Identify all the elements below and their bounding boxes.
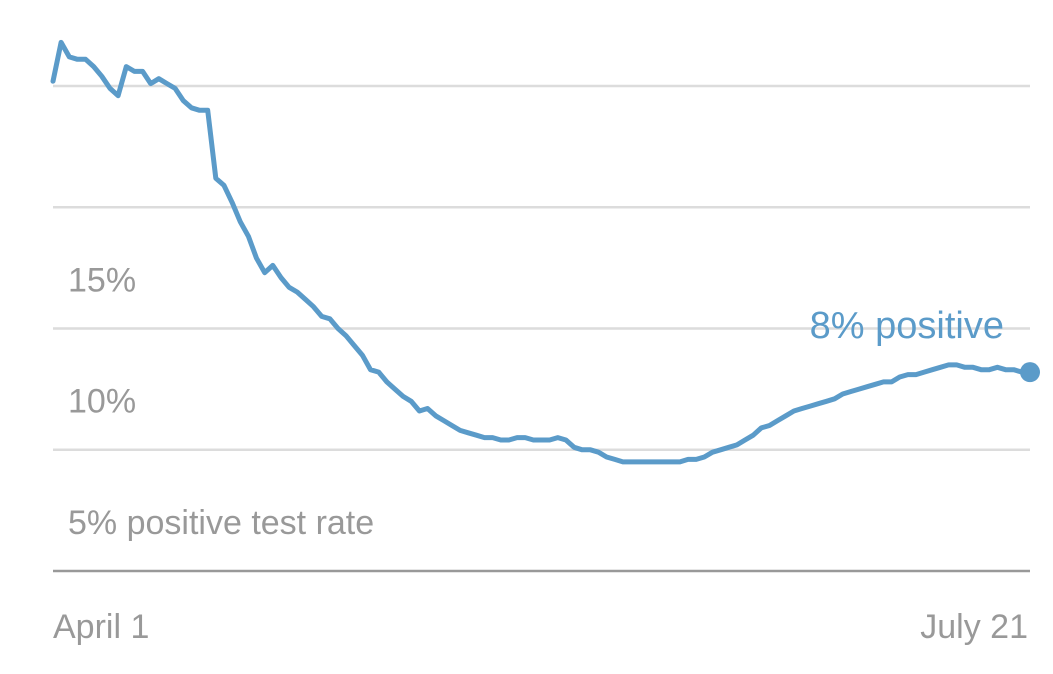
y-tick-label: 15% xyxy=(68,261,136,299)
x-tick-label-start: April 1 xyxy=(53,608,149,646)
x-tick-label-end: July 21 xyxy=(920,608,1028,646)
y-tick-label: 10% xyxy=(68,383,136,421)
series-end-marker xyxy=(1020,362,1040,383)
y-tick-label: 5% positive test rate xyxy=(68,504,374,542)
series-line xyxy=(50,39,1033,465)
end-value-label: 8% positive xyxy=(810,305,1004,347)
gridlines xyxy=(53,84,1030,451)
y-tick-labels: 15% 10% 5% positive test rate xyxy=(68,261,374,542)
